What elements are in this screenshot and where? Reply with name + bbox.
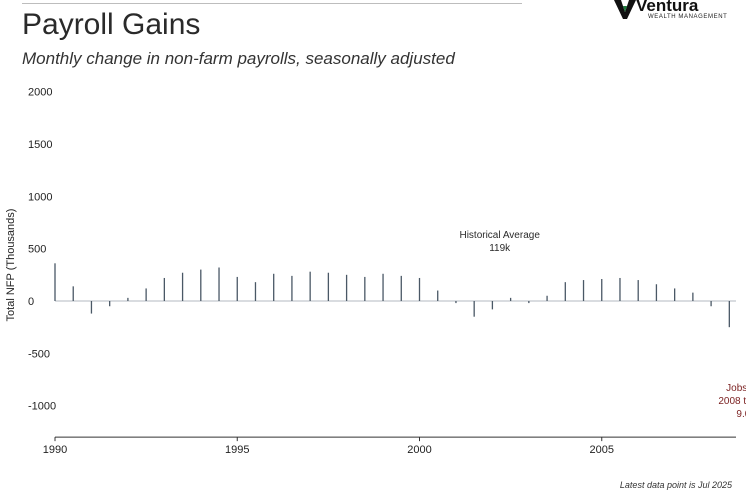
data-bar (418, 277, 421, 301)
annotation-text: 119k (489, 243, 511, 254)
brand-tagline: WEALTH MANAGEMENT (648, 14, 728, 20)
y-tick-label: 500 (28, 244, 46, 256)
data-bar (309, 271, 311, 301)
data-bar (72, 286, 74, 301)
x-tick-label: 2005 (590, 444, 614, 456)
data-bar (90, 301, 93, 314)
ventura-v-icon (614, 0, 636, 19)
data-bar (509, 297, 512, 301)
annotation-text: 2008 to 2010 (718, 396, 746, 407)
data-bar (491, 301, 494, 310)
brand-logo: Ventura WEALTH MANAGEMENT (612, 0, 746, 22)
data-bar (254, 282, 257, 301)
data-bar (637, 280, 639, 301)
data-bar (327, 272, 330, 301)
data-bar (437, 290, 439, 301)
data-bar (218, 267, 220, 301)
data-bar (564, 282, 566, 301)
data-bar (145, 288, 147, 301)
data-bar (127, 297, 129, 301)
data-bar (345, 274, 348, 301)
y-tick-label: 1000 (28, 191, 52, 203)
data-bar (692, 292, 694, 301)
data-bar (109, 301, 111, 307)
data-bar (400, 275, 402, 301)
y-tick-label: -500 (28, 348, 50, 360)
data-bar (200, 269, 202, 301)
data-bar (181, 272, 184, 301)
data-bar (364, 276, 366, 301)
y-axis-label: Total NFP (Thousands) (5, 209, 17, 322)
data-bar (382, 273, 384, 301)
y-tick-label: -1000 (28, 401, 56, 413)
brand-name: Ventura (636, 0, 699, 15)
data-bar (473, 301, 475, 317)
data-bar (291, 275, 293, 301)
data-bar (601, 279, 603, 301)
data-bar (728, 301, 730, 328)
x-tick-label: 1990 (43, 444, 67, 456)
header-rule (22, 3, 522, 4)
data-bar (163, 277, 165, 301)
annotation-text: Historical Average (459, 230, 540, 241)
data-bar (273, 273, 275, 301)
annotation-text: 9.0m (736, 409, 746, 420)
x-tick-label: 1995 (225, 444, 249, 456)
data-bar (236, 276, 238, 301)
data-bar (582, 280, 585, 301)
chart-subtitle: Monthly change in non-farm payrolls, sea… (22, 49, 455, 68)
annotation-text: Jobs Lost (726, 383, 746, 394)
y-tick-label: 1500 (28, 139, 52, 151)
data-bar (546, 295, 548, 301)
data-bar (674, 288, 676, 301)
y-tick-label: 2000 (28, 87, 52, 99)
footnote: Latest data point is Jul 2025 (619, 480, 732, 490)
chart-title: Payroll Gains (22, 8, 201, 41)
data-bar (619, 277, 621, 301)
y-tick-label: 0 (28, 296, 34, 308)
data-bar (54, 263, 56, 301)
data-bar (710, 301, 712, 307)
data-bar (528, 301, 530, 304)
x-tick-label: 2000 (407, 444, 431, 456)
data-bar (655, 284, 658, 301)
data-bar (455, 301, 457, 304)
